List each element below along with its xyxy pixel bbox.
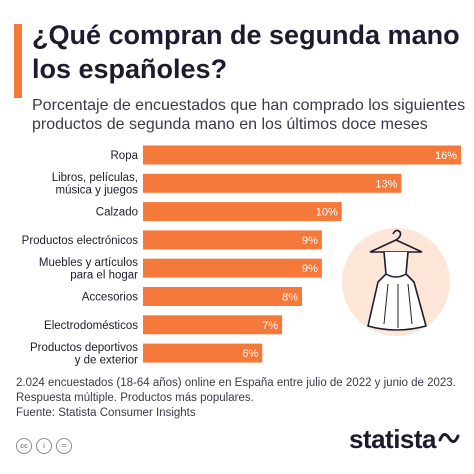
statista-logo-mark-icon xyxy=(438,433,460,443)
category-label: Productos electrónicos xyxy=(22,235,139,247)
person-icon[interactable]: i xyxy=(36,438,52,454)
category-label: Muebles y artículos para el hogar xyxy=(39,257,138,282)
bar-value-label: 6% xyxy=(242,348,258,360)
cc-icon[interactable]: cc xyxy=(16,438,32,454)
bar-value-label: 16% xyxy=(435,150,457,162)
notes-source: Fuente: Statista Consumer Insights xyxy=(16,407,196,419)
dress-illustration xyxy=(342,228,450,336)
page-subtitle: Porcentaje de encuestados que han compra… xyxy=(32,97,466,133)
bar-value-label: 13% xyxy=(375,178,397,190)
bar xyxy=(143,343,263,363)
bar xyxy=(143,258,322,278)
equals-icon[interactable]: = xyxy=(56,438,72,454)
statista-logo[interactable]: statista xyxy=(348,424,437,454)
license-icons: cc i = xyxy=(16,438,72,454)
bar-value-label: 9% xyxy=(302,235,318,247)
hanger-hook-icon xyxy=(392,229,402,241)
bar xyxy=(143,202,342,222)
category-label: Calzado xyxy=(96,207,138,219)
notes-sample: 2.024 encuestados (18-64 años) online en… xyxy=(16,377,456,389)
bar-chart: 16% Ropa 13% Libros, películas, música y jue… xyxy=(22,145,461,367)
notes-method: Respuesta múltiple. Productos más popula… xyxy=(16,392,254,404)
bar-value-label: 7% xyxy=(262,320,278,332)
bar xyxy=(143,230,322,250)
category-label: Productos deportivos y de exterior xyxy=(30,342,138,367)
bar xyxy=(143,173,402,193)
category-label: Electrodomésticos xyxy=(44,320,138,332)
title-accent-bar xyxy=(14,24,22,98)
category-label: Ropa xyxy=(111,150,139,162)
bar-value-label: 8% xyxy=(282,292,298,304)
chart-notes: 2.024 encuestados (18-64 años) online en… xyxy=(16,376,466,421)
bar xyxy=(143,315,283,335)
category-label: Libros, películas, música y juegos xyxy=(52,172,139,197)
category-label: Accesorios xyxy=(82,292,138,304)
bar xyxy=(143,287,302,306)
dress-icon xyxy=(367,251,427,331)
bar-value-label: 9% xyxy=(302,263,318,275)
page-title: ¿Qué compran de segunda mano los español… xyxy=(32,20,460,84)
bar-value-label: 10% xyxy=(316,207,338,219)
bar xyxy=(143,145,461,165)
